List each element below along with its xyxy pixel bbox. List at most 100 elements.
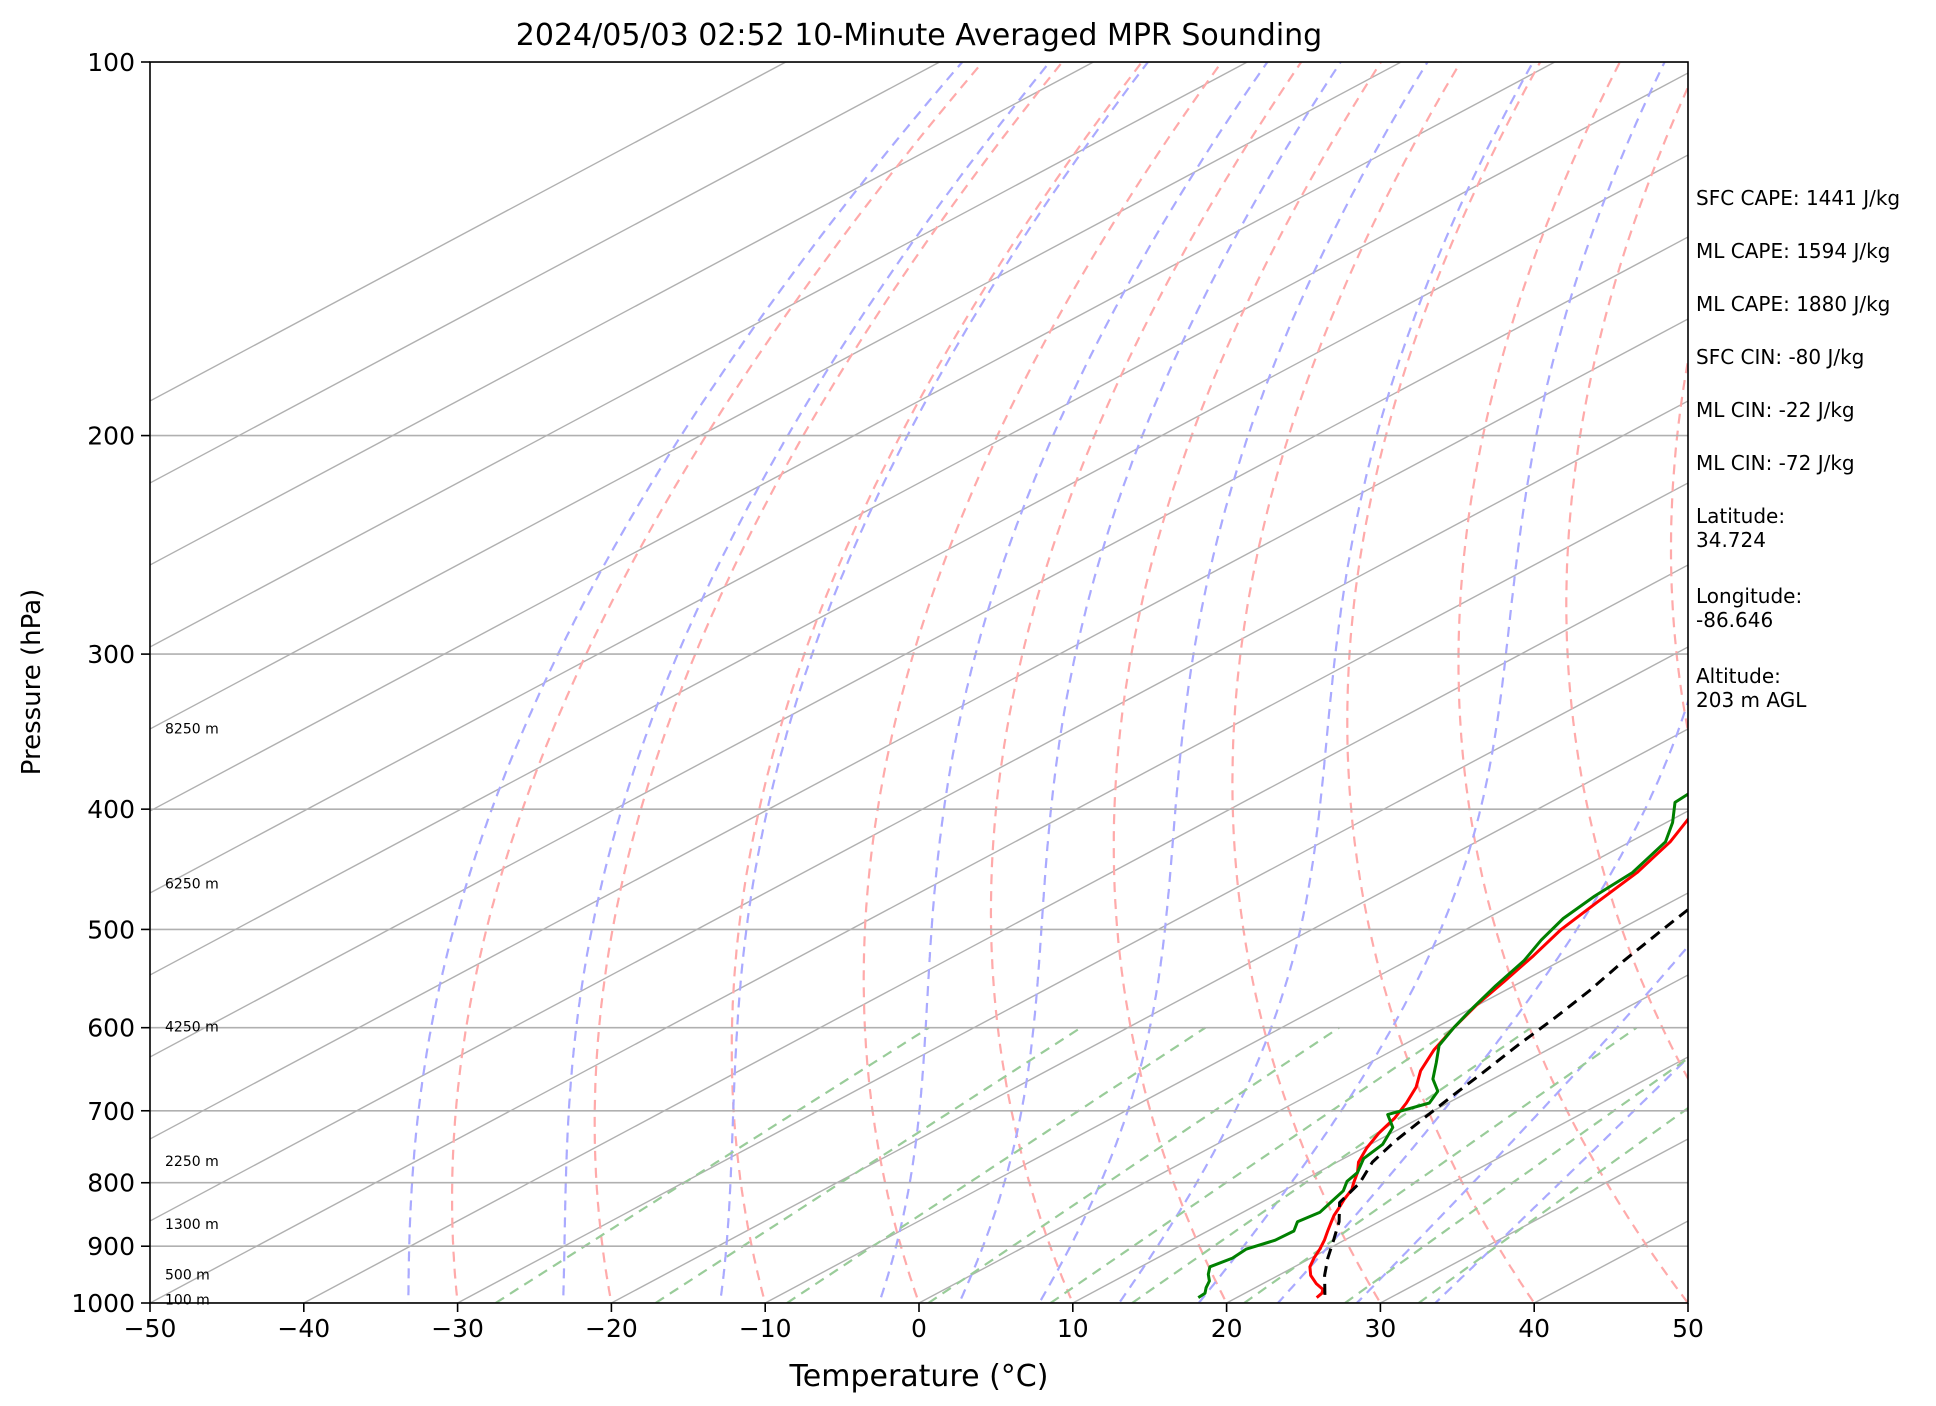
x-axis-label: Temperature (°C) [789, 1359, 1049, 1394]
moist-adiabat-line [957, 62, 1342, 1303]
sounding-parameters-panel: SFC CAPE: 1441 J/kg ML CAPE: 1594 J/kg M… [1696, 186, 1932, 744]
isotherm-line [150, 62, 942, 484]
x-tick-label: 10 [1057, 1314, 1089, 1343]
moist-adiabat-line [1197, 62, 1666, 1303]
isotherm-line [150, 236, 1688, 1058]
mixing-ratio-line [786, 1026, 1206, 1303]
isotherm-line [456, 646, 1688, 1303]
latitude-block: Latitude: 34.724 [1696, 504, 1932, 552]
isotherm-line [150, 400, 1688, 1222]
moist-adiabat-line [562, 62, 1051, 1303]
y-axis-label: Pressure (hPa) [17, 589, 47, 776]
y-tick-label: 500 [87, 915, 135, 944]
dry-adiabat-line [1346, 62, 1542, 1303]
y-tick-label: 600 [87, 1014, 135, 1043]
longitude-block: Longitude: -86.646 [1696, 584, 1932, 632]
sounding-trace [1323, 907, 1688, 1295]
x-tick-label: 30 [1364, 1314, 1396, 1343]
y-tick-label: 200 [87, 422, 135, 451]
dry-adiabat-line [1565, 84, 1688, 1081]
x-tick-label: −40 [277, 1314, 330, 1343]
isotherm-line [150, 62, 1095, 566]
altitude-value: 203 m AGL [1696, 688, 1807, 712]
isotherm-line [609, 728, 1688, 1303]
mixing-ratio-line [1049, 1026, 1455, 1303]
dry-adiabat-line [730, 62, 1144, 1303]
isotherm-line [150, 318, 1688, 1140]
y-tick-label: 800 [87, 1169, 135, 1198]
dry-adiabat-line [1457, 62, 1688, 1303]
height-label: 8250 m [165, 721, 219, 737]
isotherm-line [150, 154, 1688, 976]
ml-cin-text: ML CIN: -22 J/kg [1696, 398, 1855, 422]
isotherm-line [302, 564, 1688, 1303]
x-tick-label: −10 [739, 1314, 792, 1343]
y-tick-label: 100 [87, 48, 135, 77]
sfc-cape-text: SFC CAPE: 1441 J/kg [1696, 186, 1901, 210]
background-lines [150, 62, 1688, 1303]
x-tick-label: −30 [431, 1314, 484, 1343]
height-label: 500 m [165, 1267, 210, 1283]
isotherm-line [150, 62, 1249, 648]
height-labels: 100 m 500 m 1300 m 2250 m 4250 m 6250 m 8250 m [165, 721, 219, 1308]
isotherm-line [1225, 1056, 1688, 1303]
axes: −50 −40 −30 −20 −10 0 10 20 30 40 50 1000 900 800 700 6… [71, 48, 1704, 1343]
isotherm-line [763, 810, 1688, 1303]
height-label: 100 m [165, 1292, 210, 1308]
sounding-traces [1197, 792, 1688, 1299]
y-tick-label: 300 [87, 640, 135, 669]
longitude-label: Longitude: [1696, 584, 1803, 608]
x-tick-label: 50 [1672, 1314, 1704, 1343]
isotherm-line [150, 62, 788, 402]
x-tick-label: 0 [911, 1314, 927, 1343]
height-label: 2250 m [165, 1154, 219, 1170]
altitude-label: Altitude: [1696, 664, 1781, 688]
altitude-block: Altitude: 203 m AGL [1696, 664, 1932, 712]
y-tick-label: 900 [87, 1232, 135, 1261]
height-label: 4250 m [165, 1020, 219, 1036]
x-tick-label: −20 [585, 1314, 638, 1343]
ml-cape-text: ML CAPE: 1594 J/kg [1696, 239, 1891, 263]
x-tick-label: 40 [1518, 1314, 1550, 1343]
dry-adiabat-line [1112, 62, 1383, 1303]
plot-frame [149, 61, 1689, 1304]
longitude-value: -86.646 [1696, 608, 1774, 632]
ml-cape-text-2: ML CAPE: 1880 J/kg [1696, 292, 1891, 316]
isotherm-line [150, 72, 1688, 894]
moist-adiabat-line [1355, 944, 1688, 1303]
sfc-cin-text: SFC CIN: -80 J/kg [1696, 345, 1865, 369]
moist-adiabat-line [877, 62, 1269, 1303]
latitude-label: Latitude: [1696, 504, 1786, 528]
ml-cin-text-2: ML CIN: -72 J/kg [1696, 451, 1855, 475]
dry-adiabat-line [989, 62, 1303, 1303]
dry-adiabat-line [451, 62, 985, 1303]
sounding-trace [1308, 816, 1688, 1299]
dry-adiabat-line [1231, 62, 1462, 1303]
y-tick-label: 700 [87, 1097, 135, 1126]
x-tick-label: 20 [1211, 1314, 1243, 1343]
latitude-value: 34.724 [1696, 528, 1766, 552]
moist-adiabat-line [718, 62, 1149, 1303]
isotherm-line [917, 892, 1688, 1303]
moist-adiabat-line [1037, 62, 1429, 1303]
y-tick-label: 1000 [71, 1289, 135, 1318]
moist-adiabat-line [1117, 62, 1535, 1303]
x-tick-label: −50 [124, 1314, 177, 1343]
moist-adiabat-line [1433, 1056, 1688, 1303]
dry-adiabat-line [593, 62, 1064, 1303]
dry-adiabat-line [862, 62, 1223, 1303]
mixing-ratio-line [655, 1026, 1082, 1303]
moist-adiabat-line [407, 62, 964, 1303]
pressure-grid [150, 62, 1688, 1303]
height-label: 6250 m [165, 876, 219, 892]
sounding-trace [1197, 792, 1688, 1299]
mixing-ratio-line [1131, 1026, 1532, 1303]
mixing-ratio-line [1344, 1056, 1688, 1303]
mixing-ratio-line [927, 1026, 1340, 1303]
chart-title: 2024/05/03 02:52 10-Minute Averaged MPR … [516, 18, 1322, 53]
isotherm-line [150, 482, 1688, 1303]
height-label: 1300 m [165, 1217, 219, 1233]
isotherm-line [150, 62, 1557, 812]
y-tick-label: 400 [87, 795, 135, 824]
